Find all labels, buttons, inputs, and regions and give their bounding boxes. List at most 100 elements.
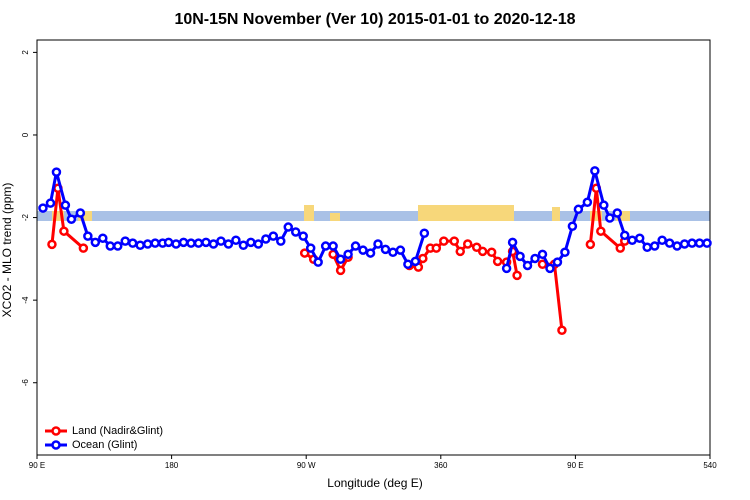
point	[615, 243, 626, 253]
point	[627, 235, 637, 246]
point	[694, 238, 705, 248]
point	[560, 247, 570, 257]
point	[171, 239, 181, 249]
point	[537, 259, 548, 269]
point	[113, 241, 123, 251]
point	[634, 233, 645, 243]
point	[59, 226, 69, 236]
point	[142, 239, 153, 249]
x-tick-label: 90 E	[29, 461, 45, 470]
point	[246, 237, 256, 248]
point	[567, 221, 578, 231]
point	[477, 246, 488, 257]
point	[679, 239, 690, 249]
point	[449, 236, 460, 246]
point	[313, 257, 323, 267]
point	[552, 257, 563, 267]
point	[38, 203, 48, 213]
point	[216, 236, 226, 246]
point	[253, 239, 264, 249]
point	[471, 242, 482, 253]
point	[298, 231, 308, 241]
point	[98, 233, 108, 243]
point	[431, 243, 442, 253]
point	[150, 238, 160, 248]
legend-marker	[51, 426, 61, 436]
point	[687, 238, 697, 248]
point	[462, 239, 473, 249]
point	[582, 197, 593, 208]
legend-marker	[51, 440, 61, 450]
point	[51, 167, 62, 177]
point	[657, 235, 667, 246]
point	[208, 239, 219, 249]
point	[573, 204, 584, 215]
point	[388, 247, 398, 257]
point	[60, 200, 71, 210]
point	[403, 259, 413, 269]
point	[515, 251, 525, 262]
point	[599, 200, 609, 210]
point	[486, 247, 497, 257]
point	[530, 253, 540, 264]
legend-label: Ocean (Glint)	[72, 439, 137, 451]
point	[418, 253, 428, 264]
point	[373, 239, 383, 249]
point	[596, 226, 606, 236]
map-strip	[37, 205, 710, 221]
point	[335, 254, 346, 265]
point	[261, 234, 271, 244]
point	[193, 238, 204, 248]
point	[276, 236, 286, 246]
point	[163, 237, 174, 248]
point	[335, 265, 346, 276]
point	[127, 238, 138, 248]
point	[78, 243, 89, 253]
point	[702, 238, 712, 248]
point	[612, 208, 623, 218]
point	[522, 260, 533, 271]
point	[492, 256, 503, 267]
point	[83, 231, 93, 241]
x-tick-label: 180	[165, 461, 179, 470]
point	[419, 228, 430, 239]
point	[501, 263, 512, 274]
y-tick-label: -4	[21, 296, 30, 304]
point	[343, 249, 353, 260]
point	[649, 241, 660, 251]
x-tick-label: 90 E	[567, 461, 583, 470]
point	[605, 213, 615, 223]
point	[238, 240, 249, 250]
point	[120, 236, 130, 246]
point	[290, 227, 301, 237]
point	[328, 241, 338, 251]
x-tick-label: 90 W	[297, 461, 316, 470]
y-tick-label: -6	[21, 379, 30, 387]
point	[75, 208, 86, 218]
point	[223, 239, 234, 249]
point	[320, 241, 331, 251]
point	[47, 239, 57, 250]
point	[410, 256, 421, 267]
point	[585, 239, 596, 250]
point	[305, 243, 316, 253]
point	[66, 214, 77, 224]
point	[268, 231, 279, 241]
point	[186, 238, 196, 248]
x-tick-label: 360	[434, 461, 448, 470]
plot-frame	[36, 39, 711, 456]
point	[512, 270, 522, 281]
x-axis-label: Longitude (deg E)	[327, 476, 422, 490]
point	[439, 236, 449, 246]
point	[672, 241, 682, 251]
point	[90, 237, 101, 248]
point	[358, 245, 368, 255]
point	[380, 244, 391, 255]
y-tick-label: -2	[21, 213, 30, 221]
point	[590, 166, 600, 176]
point	[642, 242, 652, 253]
chart-title: 10N-15N November (Ver 10) 2015-01-01 to …	[174, 11, 575, 28]
point	[178, 237, 189, 248]
y-axis-label: XCO2 - MLO trend (ppm)	[0, 183, 14, 318]
